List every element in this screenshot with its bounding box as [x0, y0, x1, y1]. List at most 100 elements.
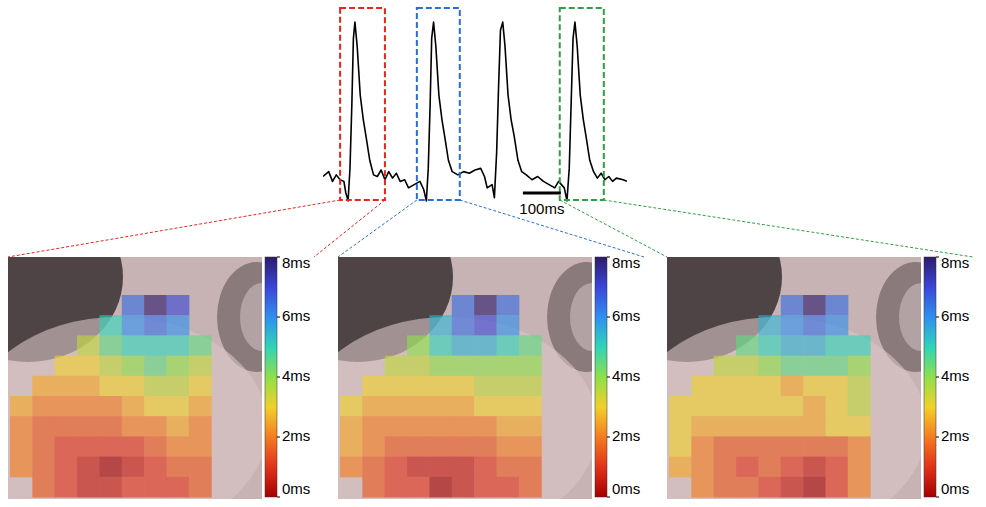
activation-cell [736, 376, 759, 397]
activation-cell [99, 436, 122, 457]
colorbar-label: 4ms [941, 367, 969, 384]
activation-cell [144, 477, 167, 498]
activation-cell [848, 477, 871, 498]
activation-cell [122, 416, 145, 437]
colorbar-label: 0ms [941, 480, 969, 497]
activation-cell [474, 477, 497, 498]
scale-bar-label: 100ms [519, 200, 564, 217]
activation-cell [452, 396, 475, 417]
activation-cell [758, 376, 781, 397]
connector [604, 200, 973, 257]
activation-cell [848, 396, 871, 417]
activation-cell [781, 376, 804, 397]
heart-image [667, 257, 921, 499]
activation-cell [758, 457, 781, 478]
activation-cell [714, 396, 737, 417]
colorbar-tick [936, 257, 939, 258]
activation-cell [362, 396, 385, 417]
activation-cell [189, 457, 212, 478]
activation-cell [189, 416, 212, 437]
activation-cell [99, 477, 122, 498]
activation-cell [825, 356, 848, 377]
activation-cell [691, 477, 714, 498]
colorbar-label: 2ms [612, 427, 640, 444]
activation-cell [714, 457, 737, 478]
activation-cell [189, 376, 212, 397]
activation-cell [407, 416, 430, 437]
activation-cell [32, 477, 55, 498]
activation-cell [691, 376, 714, 397]
colorbar-label: 6ms [941, 307, 969, 324]
activation-cell [452, 335, 475, 356]
activation-cell [99, 396, 122, 417]
activation-cell [429, 416, 452, 437]
activation-cell [825, 436, 848, 457]
activation-cell [122, 457, 145, 478]
activation-cell [10, 416, 33, 437]
activation-cell [496, 457, 519, 478]
activation-cell [825, 376, 848, 397]
colorbar-label: 8ms [941, 254, 969, 271]
activation-cell [803, 356, 826, 377]
activation-cell [474, 376, 497, 397]
activation-cell [429, 356, 452, 377]
activation-cell [474, 436, 497, 457]
activation-cell [99, 457, 122, 478]
activation-cell [10, 396, 33, 417]
activation-cell [32, 457, 55, 478]
activation-cell [825, 416, 848, 437]
activation-cell [781, 356, 804, 377]
colorbar-tick [277, 257, 280, 258]
activation-cell [407, 376, 430, 397]
activation-cell [474, 396, 497, 417]
activation-cell [189, 335, 212, 356]
activation-cell [825, 457, 848, 478]
activation-cell [144, 376, 167, 397]
activation-cell [691, 396, 714, 417]
activation-cell [781, 315, 804, 336]
activation-cell [166, 416, 189, 437]
map-panel: 0ms 2ms 4ms 6ms 8ms [592, 192, 969, 507]
activation-cell [825, 396, 848, 417]
activation-cell [55, 396, 78, 417]
activation-cell [736, 396, 759, 417]
activation-cell [758, 396, 781, 417]
activation-cell [474, 315, 497, 336]
activation-cell [452, 356, 475, 377]
activation-cell [519, 376, 542, 397]
activation-cell [189, 477, 212, 498]
activation-cell [166, 477, 189, 498]
figure: 100ms0ms2ms4ms6ms8ms0ms2ms4ms6ms8ms0ms2m… [0, 0, 986, 507]
colorbar [924, 257, 936, 497]
activation-cell [340, 436, 363, 457]
activation-cell [691, 416, 714, 437]
activation-cell [77, 396, 100, 417]
activation-cell [122, 315, 145, 336]
activation-cell [122, 295, 145, 316]
colorbar-label: 4ms [282, 367, 310, 384]
activation-cell [736, 356, 759, 377]
colorbar-label: 8ms [612, 254, 640, 271]
activation-cell [452, 295, 475, 316]
activation-cell [385, 436, 408, 457]
activation-cell [407, 335, 430, 356]
cells [340, 295, 542, 498]
activation-cell [803, 477, 826, 498]
activation-cell [77, 436, 100, 457]
activation-cell [825, 295, 848, 316]
activation-cell [77, 457, 100, 478]
activation-cell [55, 436, 78, 457]
photo-light [667, 317, 921, 499]
activation-cell [803, 396, 826, 417]
activation-cell [77, 416, 100, 437]
activation-cell [385, 356, 408, 377]
activation-cell [714, 416, 737, 437]
activation-cell [32, 416, 55, 437]
activation-cell [166, 315, 189, 336]
activation-cell [758, 335, 781, 356]
colorbar-tick [607, 257, 610, 258]
activation-cell [407, 396, 430, 417]
activation-cell [429, 335, 452, 356]
activation-cell [474, 356, 497, 377]
activation-cell [144, 436, 167, 457]
